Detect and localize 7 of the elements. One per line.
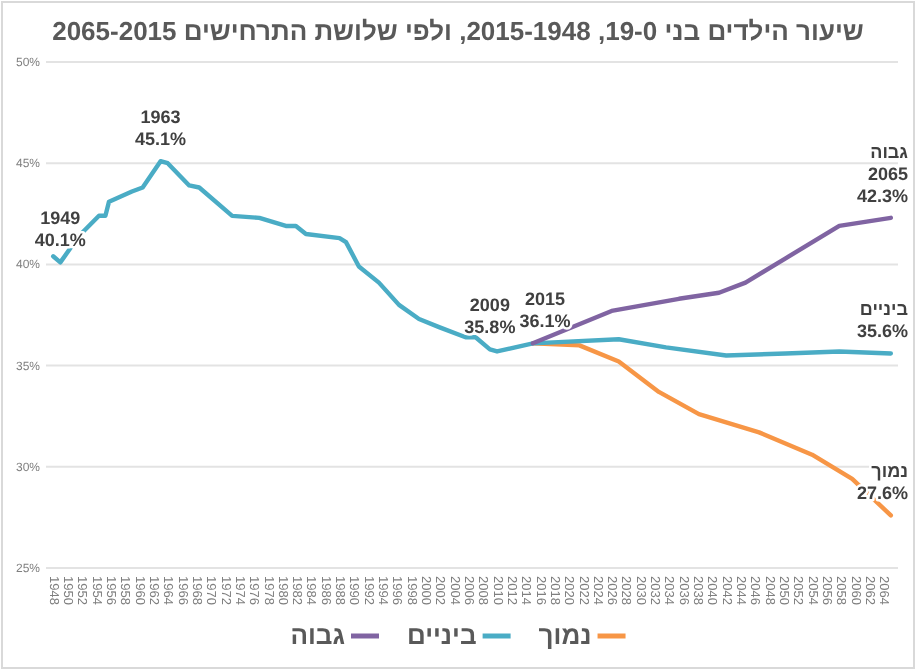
chart-title: שיעור הילדים בני 19-0, 2015-1948, ולפי שלושת התרחישים 2065-2015 bbox=[52, 16, 864, 46]
legend-label: ביניים bbox=[406, 620, 477, 650]
annotation: 2015 36.1% bbox=[519, 289, 571, 332]
annotation: 2009 35.8% bbox=[464, 295, 516, 338]
legend-label: גבוה bbox=[290, 620, 345, 650]
annotation: 1963 45.1% bbox=[135, 107, 187, 150]
legend-label: נמוך bbox=[538, 620, 592, 650]
